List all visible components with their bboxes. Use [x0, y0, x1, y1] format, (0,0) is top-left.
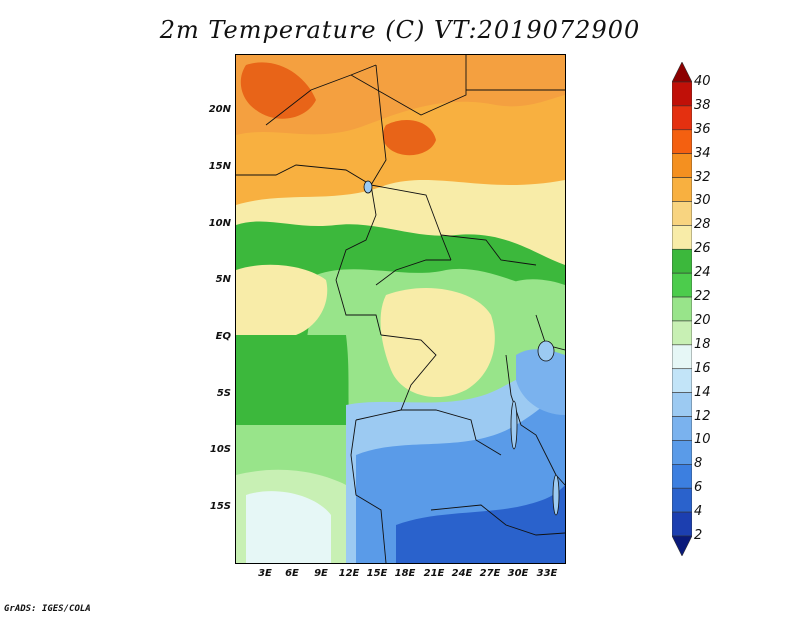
- colorbar-tick-label: 36: [694, 121, 711, 137]
- colorbar-tick-label: 22: [694, 289, 711, 305]
- colorbar-bin: [672, 81, 692, 107]
- colorbar-tick-label: 26: [694, 241, 711, 257]
- colorbar-bin: [672, 416, 692, 441]
- lon-label-30e: 30E: [507, 568, 529, 579]
- lon-label-12e: 12E: [338, 568, 360, 579]
- lon-label-15e: 15E: [366, 568, 388, 579]
- colorbar-bin: [672, 225, 692, 250]
- country-borders: [236, 55, 565, 563]
- region-lightcyan-ocean: [246, 491, 331, 563]
- colorbar-bin: [672, 487, 692, 513]
- colorbar-bin: [672, 105, 692, 131]
- lon-label-18e: 18E: [394, 568, 416, 579]
- colorbar-tick-label: 4: [694, 504, 703, 520]
- lon-label-21e: 21E: [423, 568, 445, 579]
- colorbar-bin: [672, 440, 692, 465]
- lat-label-20n: 20N: [208, 104, 231, 115]
- lon-label-3e: 3E: [258, 568, 272, 579]
- colorbar-tick-label: 32: [694, 169, 711, 185]
- colorbar-bin: [672, 272, 692, 298]
- colorbar-bin: [672, 248, 692, 274]
- temperature-map: [236, 55, 565, 563]
- lon-label-9e: 9E: [314, 568, 328, 579]
- colorbar-bin: [672, 511, 692, 537]
- colorbar-bin: [672, 177, 692, 202]
- colorbar-bottom-arrow: [672, 535, 692, 556]
- region-red-hotspot-west: [240, 62, 316, 119]
- colorbar-tick-label: 34: [694, 145, 711, 161]
- colorbar-bin: [672, 344, 692, 370]
- colorbar-tick-label: 10: [694, 432, 711, 448]
- colorbar-tick-label: 12: [694, 408, 711, 424]
- colorbar-bin: [672, 296, 692, 322]
- colorbar-tick-label: 24: [694, 265, 711, 281]
- lat-label-5n: 5N: [215, 274, 231, 285]
- region-deepblue-south: [396, 485, 565, 563]
- colorbar-bin: [672, 368, 692, 393]
- colorbar-bin: [672, 320, 692, 346]
- colorbar-tick-label: 28: [694, 217, 711, 233]
- colorbar-tick-label: 38: [694, 97, 711, 113]
- region-green-ocean: [236, 335, 351, 435]
- lat-label-eq: EQ: [215, 331, 231, 342]
- colorbar-top-arrow: [672, 62, 692, 83]
- map-area[interactable]: [235, 54, 566, 564]
- lat-label-10n: 10N: [208, 218, 231, 229]
- lat-label-15n: 15N: [208, 161, 231, 172]
- colorbar-tick-label: 6: [694, 480, 703, 496]
- lat-label-15s: 15S: [209, 501, 231, 512]
- lat-label-5s: 5S: [216, 388, 231, 399]
- lon-label-27e: 27E: [479, 568, 501, 579]
- colorbar-tick-label: 30: [694, 193, 711, 209]
- colorbar-tick-label: 8: [694, 456, 703, 472]
- lon-label-33e: 33E: [536, 568, 558, 579]
- colorbar-bin: [672, 153, 692, 178]
- colorbar-tick-label: 16: [694, 360, 711, 376]
- colorbar-tick-label: 14: [694, 384, 711, 400]
- colorbar-tick-label: 20: [694, 312, 711, 328]
- colorbar-bin: [672, 392, 692, 417]
- region-lightgreen-east: [506, 279, 565, 355]
- colorbar-bin: [672, 201, 692, 226]
- region-blue-lakes: [516, 349, 565, 415]
- colorbar: [672, 62, 692, 556]
- lat-label-10s: 10S: [209, 444, 231, 455]
- region-red-hotspot-center: [382, 120, 436, 156]
- colorbar-tick-label: 18: [694, 336, 711, 352]
- chart-title: 2m Temperature (C) VT:2019072900: [159, 16, 641, 44]
- region-cream-congo: [380, 287, 495, 398]
- colorbar-bin: [672, 129, 692, 154]
- lon-label-24e: 24E: [451, 568, 473, 579]
- region-cream-gulf: [236, 264, 328, 340]
- footer-credit: GrADS: IGES/COLA: [4, 604, 91, 614]
- colorbar-tick-label: 40: [694, 74, 711, 89]
- lon-label-6e: 6E: [285, 568, 299, 579]
- lakes: [363, 180, 560, 516]
- colorbar-tick-label: 2: [694, 528, 703, 543]
- colorbar-bin: [672, 464, 692, 489]
